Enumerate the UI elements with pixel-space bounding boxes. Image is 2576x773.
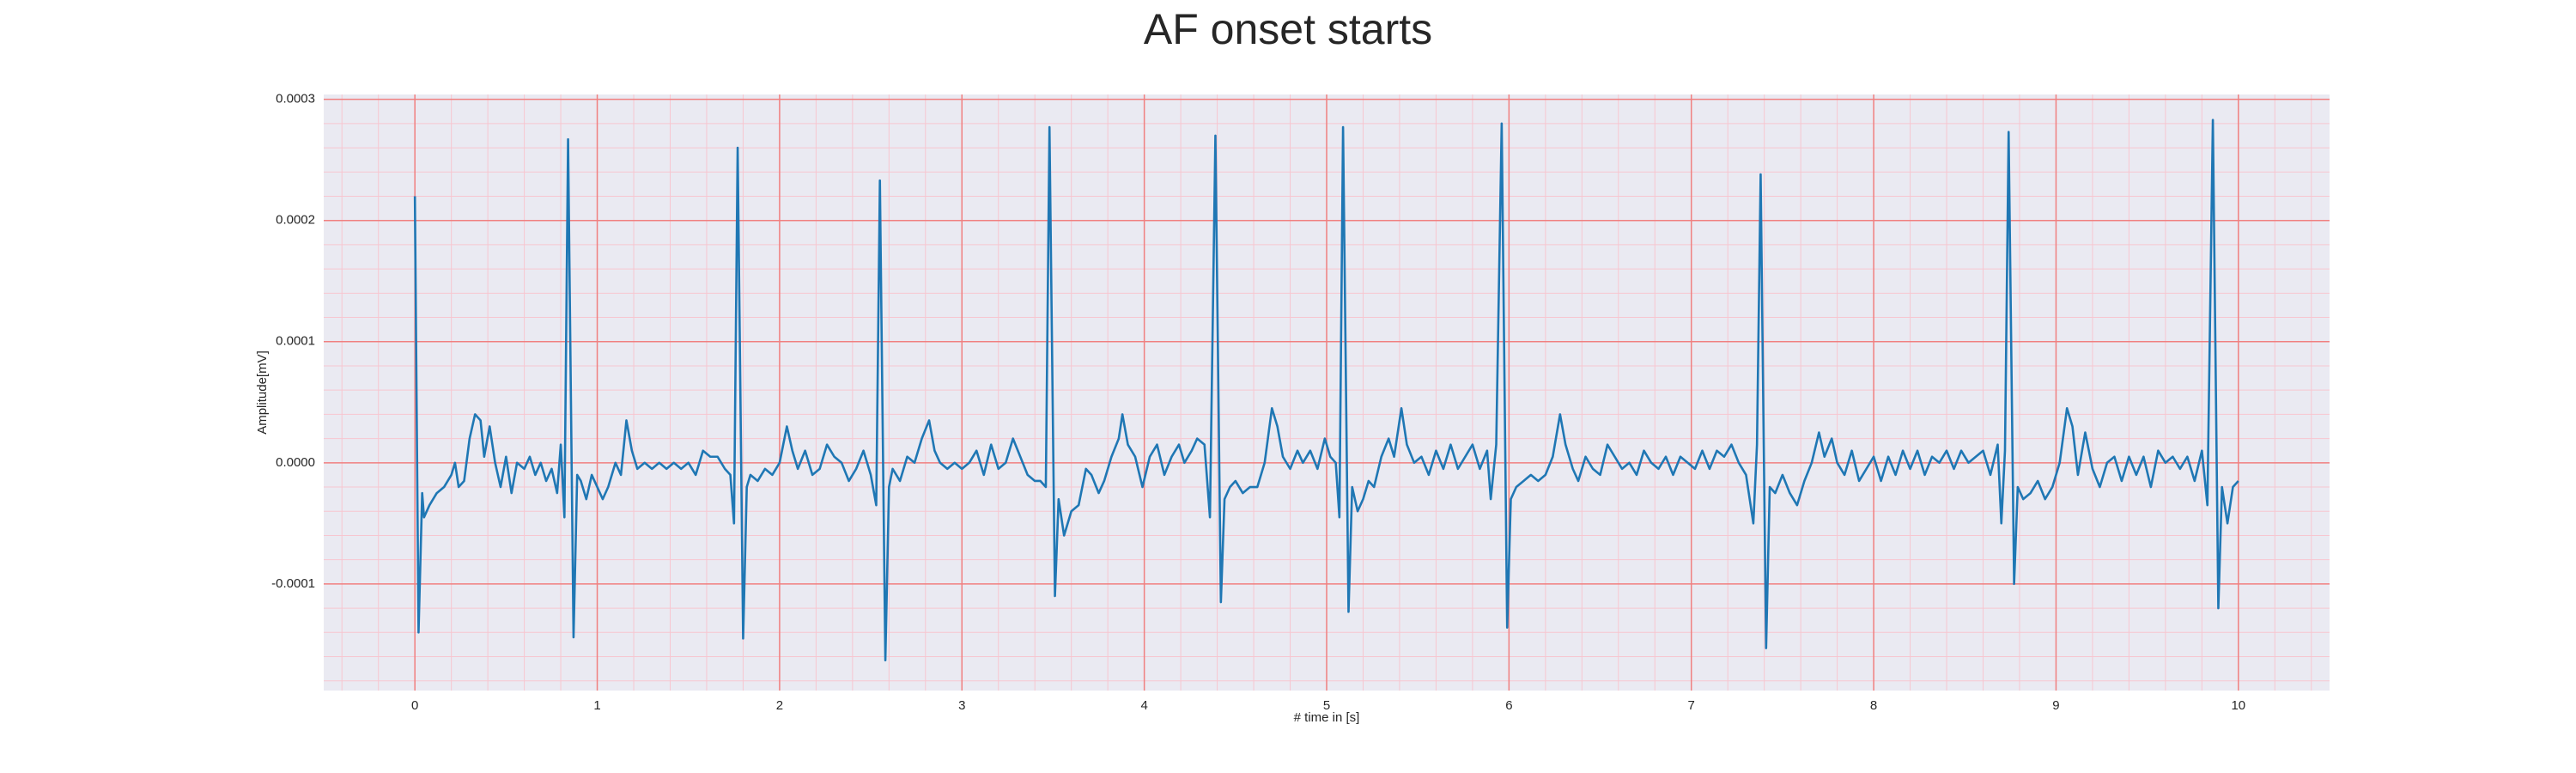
y-axis-label: Amplitude[mV] bbox=[255, 350, 270, 435]
x-tick-label: 1 bbox=[593, 698, 600, 713]
x-axis-label: # time in [s] bbox=[1294, 710, 1360, 725]
x-tick-label: 4 bbox=[1140, 698, 1147, 713]
x-tick-label: 0 bbox=[411, 698, 418, 713]
x-tick-label: 7 bbox=[1688, 698, 1695, 713]
x-tick-label: 10 bbox=[2231, 698, 2245, 713]
grid bbox=[324, 94, 2330, 691]
x-tick-label: 5 bbox=[1323, 698, 1330, 713]
y-tick-label: 0.0000 bbox=[276, 455, 315, 470]
y-tick-label: 0.0002 bbox=[276, 213, 315, 228]
x-tick-label: 9 bbox=[2052, 698, 2059, 713]
y-tick-label: 0.0003 bbox=[276, 92, 315, 107]
x-tick-label: 8 bbox=[1870, 698, 1877, 713]
y-tick-label: -0.0001 bbox=[271, 576, 315, 591]
x-tick-label: 3 bbox=[958, 698, 965, 713]
x-tick-label: 2 bbox=[776, 698, 783, 713]
ecg-line bbox=[413, 119, 2239, 662]
x-tick-label: 6 bbox=[1505, 698, 1512, 713]
chart-title: AF onset starts bbox=[1144, 5, 1432, 53]
y-tick-label: 0.0001 bbox=[276, 334, 315, 349]
